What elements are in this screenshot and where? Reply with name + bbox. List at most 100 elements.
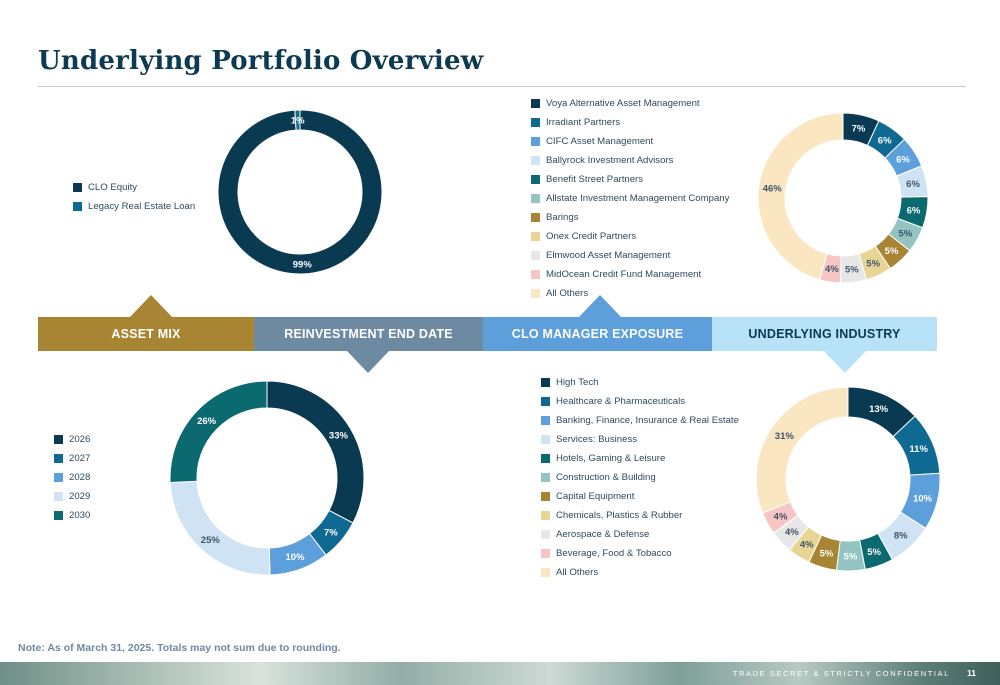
data-label-2029: 25% bbox=[201, 535, 221, 546]
legend-label: 2027 bbox=[69, 453, 91, 464]
legend-item-onex-credit-partners: Onex Credit Partners bbox=[531, 227, 729, 246]
data-label-midocean-credit-fund-management: 4% bbox=[825, 264, 839, 275]
legend-label: Allstate Investment Management Company bbox=[546, 193, 730, 204]
legend-item-beverage-food-tobacco: Beverage, Food & Tobacco bbox=[541, 544, 739, 563]
data-label-2026: 33% bbox=[329, 430, 349, 441]
legend-item-barings: Barings bbox=[531, 208, 729, 227]
page-number: 11 bbox=[967, 668, 976, 678]
legend-label: Capital Equipment bbox=[556, 491, 635, 502]
legend-swatch bbox=[541, 511, 550, 520]
legend-item-2029: 2029 bbox=[54, 487, 90, 506]
legend-swatch bbox=[54, 454, 63, 463]
legend-swatch bbox=[73, 202, 82, 211]
asset-mix-pointer bbox=[130, 295, 172, 317]
legend-label: 2029 bbox=[69, 491, 91, 502]
data-label-onex-credit-partners: 5% bbox=[866, 258, 880, 269]
legend-label: Barings bbox=[546, 212, 579, 223]
legend-item-healthcare-pharmaceuticals: Healthcare & Pharmaceuticals bbox=[541, 392, 739, 411]
data-label-barings: 5% bbox=[885, 246, 899, 257]
legend-label: Construction & Building bbox=[556, 472, 656, 483]
data-label-elmwood-asset-management: 5% bbox=[845, 264, 859, 275]
reinvestment-donut-chart: 33% 7% 10% 25% 26% bbox=[169, 380, 365, 576]
legend-item-capital-equipment: Capital Equipment bbox=[541, 487, 739, 506]
data-label-voya-alternative-asset-management: 7% bbox=[852, 124, 866, 135]
legend-swatch bbox=[54, 492, 63, 501]
section-reinvestment-end-date: REINVESTMENT END DATE bbox=[254, 317, 483, 373]
legend-swatch bbox=[73, 183, 82, 192]
legend-label: Legacy Real Estate Loan bbox=[88, 201, 196, 212]
section-asset-mix: ASSET MIX bbox=[38, 295, 254, 351]
slice-all-others bbox=[757, 112, 844, 281]
data-label-benefit-street-partners: 6% bbox=[907, 206, 921, 217]
section-clo-manager-exposure-label: CLO MANAGER EXPOSURE bbox=[511, 327, 684, 341]
legend-swatch bbox=[531, 156, 540, 165]
legend-label: Benefit Street Partners bbox=[546, 174, 644, 185]
legend-label: Chemicals, Plastics & Rubber bbox=[556, 510, 683, 521]
legend-item-benefit-street-partners: Benefit Street Partners bbox=[531, 170, 729, 189]
title-divider bbox=[38, 86, 966, 87]
footnote: Note: As of March 31, 2025. Totals may n… bbox=[18, 642, 341, 654]
legend-label: CIFC Asset Management bbox=[546, 136, 654, 147]
legend-swatch bbox=[541, 416, 550, 425]
data-label-hotels-gaming-leisure: 5% bbox=[867, 547, 881, 558]
legend-label: Aerospace & Defense bbox=[556, 529, 650, 540]
legend-swatch bbox=[541, 454, 550, 463]
legend-item-cifc-asset-management: CIFC Asset Management bbox=[531, 132, 729, 151]
legend-item-allstate-investment-management-company: Allstate Investment Management Company bbox=[531, 189, 729, 208]
legend-label: Ballyrock Investment Advisors bbox=[546, 155, 674, 166]
section-band: ASSET MIX REINVESTMENT END DATE CLO MANA… bbox=[38, 295, 937, 373]
legend-label: Healthcare & Pharmaceuticals bbox=[556, 396, 686, 407]
data-label-banking-finance-insurance-real-estate: 10% bbox=[913, 494, 933, 505]
legend-item-legacy-real-estate-loan: Legacy Real Estate Loan bbox=[73, 197, 195, 216]
legend-swatch bbox=[541, 568, 550, 577]
legend-swatch bbox=[531, 175, 540, 184]
legend-label: 2028 bbox=[69, 472, 91, 483]
clo-manager-pointer bbox=[579, 295, 621, 317]
footer-bar: TRADE SECRET & STRICTLY CONFIDENTIAL 11 bbox=[0, 662, 1000, 685]
slice-legacy-real-estate-loan bbox=[294, 109, 301, 131]
legend-swatch bbox=[54, 473, 63, 482]
slice-clo-equity bbox=[217, 109, 383, 275]
legend-item-chemicals-plastics-rubber: Chemicals, Plastics & Rubber bbox=[541, 506, 739, 525]
legend-swatch bbox=[541, 378, 550, 387]
legend-item-services-business: Services: Business bbox=[541, 430, 739, 449]
legend-label: High Tech bbox=[556, 377, 599, 388]
legend-swatch bbox=[541, 435, 550, 444]
data-label-legacy-real-estate-loan: 1% bbox=[291, 116, 305, 127]
legend-item-2026: 2026 bbox=[54, 430, 90, 449]
section-underlying-industry: UNDERLYING INDUSTRY bbox=[712, 317, 937, 373]
reinvestment-pointer bbox=[347, 351, 389, 373]
legend-label: Beverage, Food & Tobacco bbox=[556, 548, 672, 559]
legend-swatch bbox=[531, 99, 540, 108]
data-label-2028: 10% bbox=[286, 552, 306, 563]
legend-swatch bbox=[531, 232, 540, 241]
data-label-allstate-investment-management-company: 5% bbox=[898, 229, 912, 240]
legend-item-hotels-gaming-leisure: Hotels, Gaming & Leisure bbox=[541, 449, 739, 468]
data-label-aerospace-defense: 4% bbox=[785, 527, 799, 538]
data-label-all-others: 31% bbox=[775, 431, 795, 442]
legend-label: Banking, Finance, Insurance & Real Estat… bbox=[556, 415, 739, 426]
legend-label: All Others bbox=[546, 288, 589, 299]
asset-mix-donut-chart: 99% 1% bbox=[217, 109, 383, 275]
legend-swatch bbox=[531, 289, 540, 298]
page-title: Underlying Portfolio Overview bbox=[38, 46, 484, 76]
legend-item-all-others: All Others bbox=[541, 563, 739, 582]
data-label-all-others: 46% bbox=[763, 184, 783, 195]
legend-item-elmwood-asset-management: Elmwood Asset Management bbox=[531, 246, 729, 265]
data-label-construction-building: 5% bbox=[844, 551, 858, 562]
legend-item-high-tech: High Tech bbox=[541, 373, 739, 392]
industry-pointer bbox=[824, 351, 866, 373]
data-label-healthcare-pharmaceuticals: 11% bbox=[909, 444, 928, 455]
legend-label: Irradiant Partners bbox=[546, 117, 621, 128]
legend-item-2027: 2027 bbox=[54, 449, 90, 468]
asset-mix-legend: CLO Equity Legacy Real Estate Loan bbox=[73, 178, 195, 216]
slice-2030 bbox=[169, 380, 268, 484]
legend-item-construction-building: Construction & Building bbox=[541, 468, 739, 487]
legend-swatch bbox=[541, 492, 550, 501]
slice-2029 bbox=[169, 480, 271, 576]
legend-item-all-others: All Others bbox=[531, 284, 729, 303]
legend-swatch bbox=[531, 194, 540, 203]
industry-legend: High Tech Healthcare & Pharmaceuticals Ban… bbox=[541, 373, 739, 582]
slice-2026 bbox=[266, 380, 365, 524]
legend-swatch bbox=[531, 251, 540, 260]
